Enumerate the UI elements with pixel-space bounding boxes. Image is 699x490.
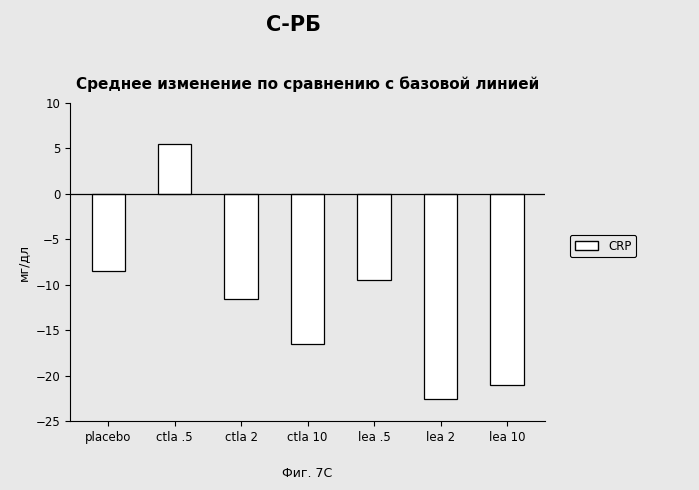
Legend: CRP: CRP <box>570 235 636 257</box>
Bar <box>92 194 124 271</box>
Bar <box>158 144 192 194</box>
Bar <box>491 194 524 385</box>
Bar <box>357 194 391 280</box>
Bar <box>424 194 457 399</box>
Title: Среднее изменение по сравнению с базовой линией: Среднее изменение по сравнению с базовой… <box>76 76 539 92</box>
Bar <box>291 194 324 344</box>
Text: Фиг. 7С: Фиг. 7С <box>282 467 333 480</box>
Bar <box>224 194 258 298</box>
Y-axis label: мг/дл: мг/дл <box>17 244 30 281</box>
Text: С-РБ: С-РБ <box>266 15 321 35</box>
